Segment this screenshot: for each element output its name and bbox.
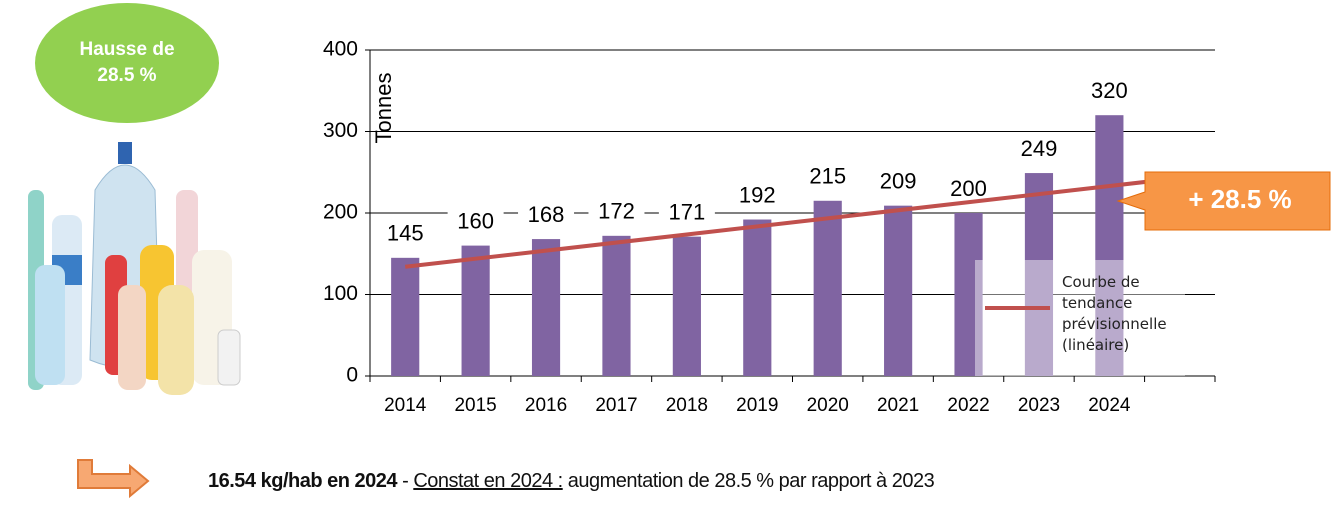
value-label: 145 [387, 221, 424, 246]
value-label: 320 [1091, 78, 1128, 103]
label-bg [447, 209, 504, 236]
x-tick-label: 2016 [525, 395, 567, 416]
bar [461, 245, 490, 376]
y-tick-label: 200 [323, 201, 358, 224]
value-label: 249 [1021, 136, 1058, 161]
y-tick-label: 0 [346, 364, 358, 387]
bar [884, 205, 913, 376]
arrow-icon [77, 459, 150, 499]
y-tick-label: 400 [323, 38, 358, 61]
bar [1024, 173, 1054, 376]
x-tick-label: 2014 [384, 395, 427, 416]
label-bg [377, 221, 434, 248]
value-label: 215 [809, 164, 846, 189]
label-bg [1010, 137, 1067, 164]
label-bg [870, 169, 927, 196]
x-tick-label: 2015 [454, 395, 496, 416]
y-axis-label: Tonnes [371, 73, 396, 144]
callout-text: + 28.5 % [1188, 184, 1291, 214]
label-bg [1081, 79, 1138, 106]
label-bg [799, 164, 856, 191]
bar [813, 200, 842, 376]
trendline [404, 175, 1181, 269]
bar [954, 213, 983, 376]
label-bg [729, 183, 786, 210]
bar [391, 257, 420, 376]
x-tick-label: 2021 [877, 395, 919, 416]
x-tick-label: 2023 [1018, 395, 1060, 416]
footer: 16.54 kg/hab en 2024 - Constat en 2024 :… [208, 470, 935, 493]
bar [672, 236, 701, 376]
footer-text: augmentation de 28.5 % par rapport à 202… [567, 470, 935, 492]
legend-label: Courbe de tendance prévisionnelle (linéa… [1062, 273, 1167, 354]
y-tick-label: 300 [323, 119, 358, 142]
bottles [28, 142, 241, 395]
footer-bold: 16.54 kg/hab en 2024 [208, 470, 398, 492]
value-label: 209 [880, 168, 917, 193]
bar [531, 239, 561, 376]
label-bg [658, 200, 715, 227]
badge [35, 3, 219, 123]
x-tick-label: 2024 [1088, 395, 1131, 416]
label-bg [588, 199, 645, 226]
bar [1095, 115, 1124, 376]
x-tick-label: 2020 [807, 395, 849, 416]
value-label: 172 [598, 199, 635, 224]
value-label: 200 [950, 176, 987, 201]
y-tick-label: 100 [323, 282, 358, 305]
badge-text: Hausse de 28.5 % [79, 39, 174, 86]
value-label: 168 [528, 202, 565, 227]
footer-separator: - [402, 470, 409, 492]
x-tick-label: 2017 [595, 395, 637, 416]
legend-box [975, 260, 1185, 376]
footer-underlined: Constat en 2024 : [413, 470, 563, 492]
x-tick-label: 2019 [736, 395, 778, 416]
x-tick-label: 2022 [947, 395, 989, 416]
label-bg [518, 203, 575, 230]
callout [1116, 171, 1331, 231]
bar [602, 235, 631, 376]
bar [743, 219, 772, 376]
value-label: 160 [457, 208, 494, 233]
x-tick-label: 2018 [666, 395, 708, 416]
value-label: 192 [739, 182, 776, 207]
value-label: 171 [669, 199, 706, 224]
